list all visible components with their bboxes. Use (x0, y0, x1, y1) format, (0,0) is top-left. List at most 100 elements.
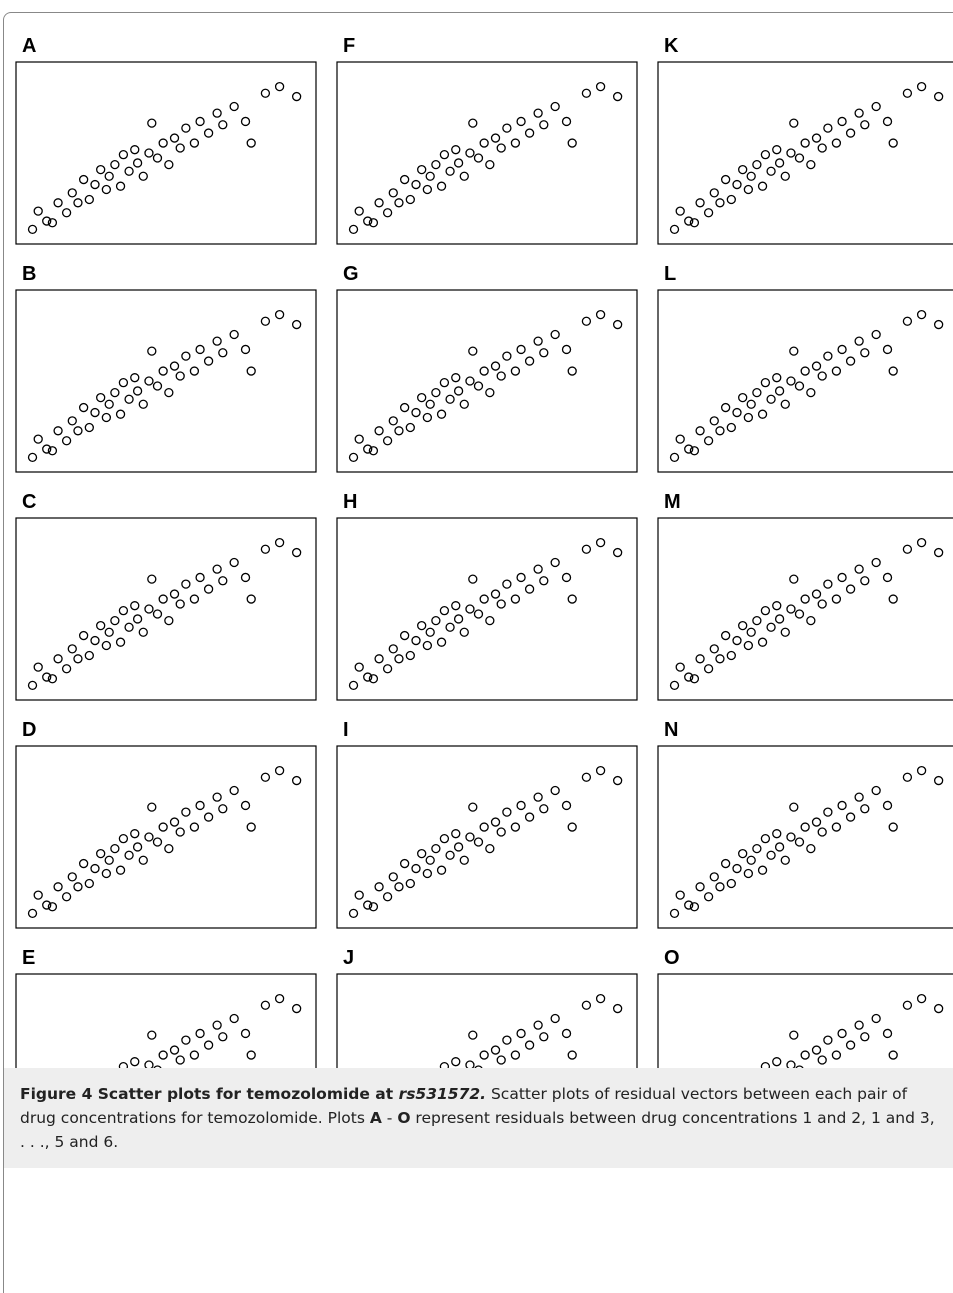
point (354, 206, 364, 216)
point (882, 1028, 893, 1039)
point (888, 822, 898, 832)
point (181, 579, 191, 589)
point (411, 635, 421, 646)
point (152, 837, 163, 847)
plot-frame (657, 745, 953, 929)
point (189, 138, 200, 148)
point (104, 171, 114, 181)
point (933, 91, 944, 102)
point (348, 908, 359, 919)
point (218, 804, 228, 814)
point (550, 557, 560, 568)
point (110, 159, 120, 170)
point (510, 594, 521, 604)
point (581, 88, 592, 98)
point (67, 872, 77, 882)
point (78, 402, 89, 413)
point (181, 351, 191, 361)
plot-frame (336, 289, 638, 473)
point (695, 426, 705, 436)
point (431, 159, 441, 170)
point (933, 1003, 944, 1014)
point (823, 807, 833, 817)
point (212, 792, 222, 802)
point (425, 171, 435, 181)
point (516, 344, 526, 355)
point (363, 444, 373, 454)
point (854, 336, 864, 346)
point (368, 674, 379, 684)
point (33, 890, 43, 900)
point (218, 348, 228, 358)
point (837, 572, 847, 583)
point (399, 174, 410, 185)
point (854, 792, 864, 802)
point (539, 576, 549, 586)
point (684, 900, 694, 910)
point (110, 843, 120, 854)
point (524, 1040, 535, 1050)
point (431, 615, 441, 626)
point (147, 118, 157, 128)
point (496, 371, 506, 381)
point (845, 356, 856, 366)
point (374, 426, 384, 436)
caption-bold: O (397, 1109, 411, 1127)
plot-frame (657, 61, 953, 245)
point (431, 843, 441, 854)
point (789, 574, 799, 584)
point (479, 138, 489, 148)
point (703, 208, 714, 218)
point (581, 1000, 592, 1010)
point (823, 1035, 833, 1045)
point (33, 434, 43, 444)
point (53, 426, 63, 436)
point (218, 1032, 228, 1042)
point (101, 184, 112, 195)
point (533, 336, 543, 346)
point (132, 842, 143, 852)
point (823, 351, 833, 361)
point (772, 145, 782, 155)
point (394, 426, 404, 436)
point (774, 386, 785, 396)
point (445, 166, 455, 176)
point (291, 547, 302, 558)
point (203, 356, 214, 366)
point (485, 159, 495, 170)
caption-text: represent residuals between drug concent… (20, 1109, 935, 1151)
point (73, 654, 83, 664)
point (96, 164, 106, 175)
point (550, 785, 560, 796)
point (738, 848, 748, 859)
point (110, 387, 120, 398)
point (189, 366, 200, 376)
point (436, 409, 447, 419)
point (363, 216, 373, 226)
point (291, 775, 302, 786)
plot-frame (336, 61, 638, 245)
point (453, 158, 464, 168)
point (212, 108, 222, 118)
point (811, 589, 822, 599)
point (399, 402, 410, 413)
point (933, 775, 944, 786)
point (845, 584, 856, 594)
point (189, 822, 200, 832)
point (354, 662, 364, 672)
point (550, 1013, 560, 1024)
point (212, 564, 222, 574)
point (246, 138, 256, 148)
point (144, 148, 154, 158)
point (439, 378, 450, 388)
point (473, 381, 484, 391)
point (27, 452, 38, 463)
point (752, 387, 762, 398)
point (794, 609, 805, 619)
point (169, 361, 180, 371)
point (902, 544, 913, 554)
point (90, 863, 100, 874)
point (115, 637, 126, 647)
point (806, 615, 816, 626)
